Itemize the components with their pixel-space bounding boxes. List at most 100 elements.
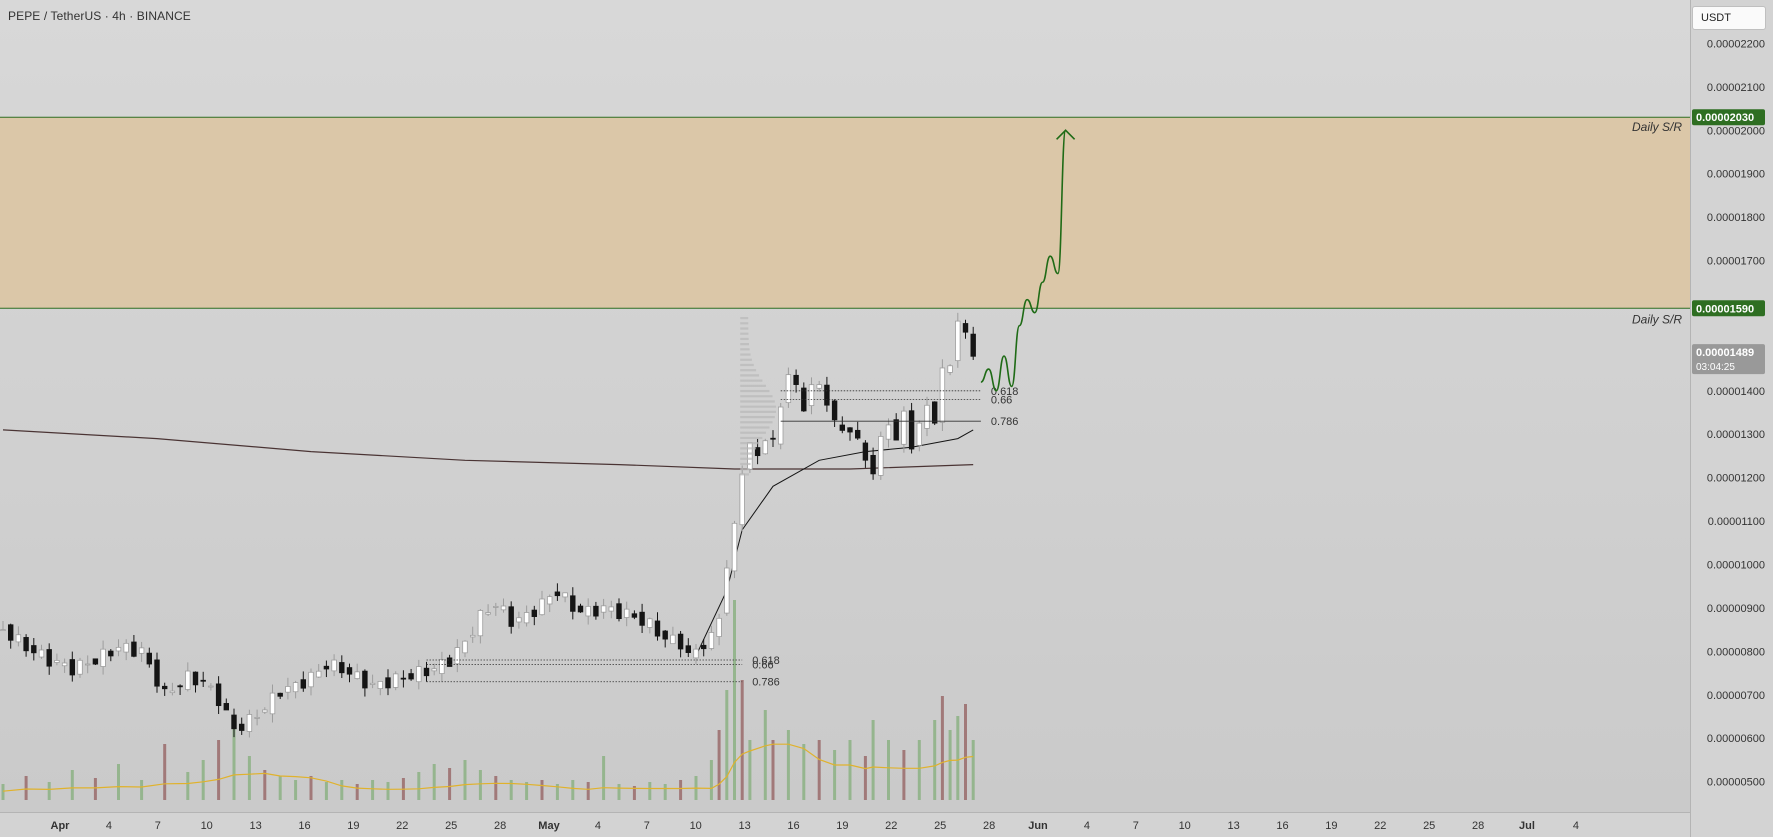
- candle-down: [793, 374, 799, 385]
- volume-bar: [540, 780, 544, 800]
- volume-bar: [848, 740, 852, 800]
- time-tick-label: 4: [595, 820, 601, 832]
- volume-bar: [948, 730, 952, 800]
- volume-profile-bar: [740, 447, 757, 450]
- candle-up: [38, 649, 45, 658]
- time-tick-label: 10: [690, 820, 702, 832]
- volume-bar: [355, 784, 359, 800]
- volume-profile-bar: [740, 358, 752, 361]
- time-tick-label: 28: [494, 820, 506, 832]
- volume-bar: [917, 740, 921, 800]
- fib-label: 0.66: [752, 659, 773, 671]
- candle-up: [762, 440, 768, 455]
- candle-up: [15, 634, 22, 643]
- candle-up: [585, 605, 591, 617]
- time-scale[interactable]: [0, 812, 1690, 837]
- time-tick-label: 4: [1573, 820, 1579, 832]
- volume-bar: [725, 690, 729, 800]
- volume-bar: [201, 760, 205, 800]
- volume-bar: [802, 744, 806, 800]
- volume-bar: [663, 784, 667, 800]
- price-scale[interactable]: [1690, 0, 1773, 837]
- candle-up: [924, 404, 930, 429]
- volume-profile-bar: [740, 426, 770, 429]
- price-tick-label: 0.00000600: [1707, 733, 1765, 745]
- volume-bar: [117, 764, 120, 800]
- volume-bar: [463, 760, 467, 800]
- candle-up: [77, 659, 83, 675]
- volume-bar: [679, 780, 683, 800]
- candle-up: [947, 365, 953, 373]
- volume-bar: [70, 770, 74, 800]
- candle-up: [54, 660, 60, 663]
- volume-bar: [940, 696, 944, 800]
- time-tick-label: 19: [1325, 820, 1337, 832]
- candle-down: [362, 670, 368, 689]
- volume-bar: [494, 776, 498, 800]
- current-price-badge-countdown: 03:04:25: [1696, 362, 1735, 373]
- volume-bar: [371, 780, 375, 800]
- time-tick-label: 13: [249, 820, 261, 832]
- candle-down: [932, 401, 938, 424]
- volume-profile-bar: [740, 431, 766, 434]
- candle-down: [131, 641, 137, 657]
- currency-button[interactable]: USDT: [1692, 6, 1766, 30]
- time-tick-label: 4: [106, 820, 112, 832]
- time-tick-label: Jun: [1028, 820, 1048, 832]
- candle-down: [970, 333, 976, 357]
- candle-up: [61, 662, 68, 667]
- volume-profile-bar: [740, 415, 775, 419]
- candle-up: [115, 646, 122, 652]
- time-tick-label: 28: [983, 820, 995, 832]
- sr-lower-label: Daily S/R: [1632, 312, 1682, 326]
- candle-down: [654, 620, 661, 637]
- volume-bar: [263, 770, 267, 800]
- time-tick-label: May: [538, 820, 560, 832]
- candle-up: [377, 680, 383, 689]
- candle-down: [31, 645, 37, 654]
- volume-bar: [964, 704, 967, 800]
- time-tick-label: 25: [445, 820, 457, 832]
- volume-profile-bar: [740, 353, 751, 356]
- candle-down: [577, 605, 584, 613]
- candle-down: [108, 650, 114, 657]
- candle-down: [192, 671, 199, 686]
- volume-bar: [309, 776, 313, 800]
- volume-bar: [186, 772, 190, 800]
- price-tick-label: 0.00001900: [1707, 169, 1765, 181]
- price-tick-label: 0.00002100: [1707, 82, 1765, 94]
- sr-lower-badge-text: 0.00001590: [1696, 303, 1754, 315]
- volume-bar: [863, 756, 867, 800]
- volume-bar: [748, 740, 752, 800]
- volume-bar: [933, 720, 937, 800]
- candle-up: [0, 629, 6, 632]
- volume-profile-bar: [740, 436, 763, 440]
- time-tick-label: 25: [1423, 820, 1435, 832]
- volume-bar: [717, 730, 721, 800]
- sr-lower-badge: [1692, 300, 1765, 317]
- candle-down: [7, 624, 14, 641]
- candle-down: [385, 677, 391, 689]
- candle-up: [916, 422, 922, 446]
- price-tick-label: 0.00001700: [1707, 256, 1765, 268]
- volume-profile-bar: [740, 400, 775, 403]
- candle-up: [747, 442, 753, 470]
- volume-profile-bar: [740, 363, 754, 367]
- candle-down: [662, 630, 668, 640]
- candle-down: [400, 677, 407, 680]
- candle-down: [92, 658, 99, 665]
- candle-up: [331, 659, 337, 672]
- candle-up: [724, 567, 730, 614]
- price-tick-label: 0.00001200: [1707, 473, 1765, 485]
- volume-bar: [509, 780, 513, 800]
- candle-down: [847, 427, 853, 433]
- volume-bar: [140, 780, 144, 800]
- candle-up: [716, 617, 722, 637]
- volume-bar: [324, 782, 328, 800]
- candle-down: [339, 662, 345, 674]
- volume-profile-bar: [740, 410, 777, 413]
- volume-profile-bar: [740, 384, 766, 387]
- time-tick-label: 13: [1227, 820, 1239, 832]
- candle-down: [862, 442, 869, 461]
